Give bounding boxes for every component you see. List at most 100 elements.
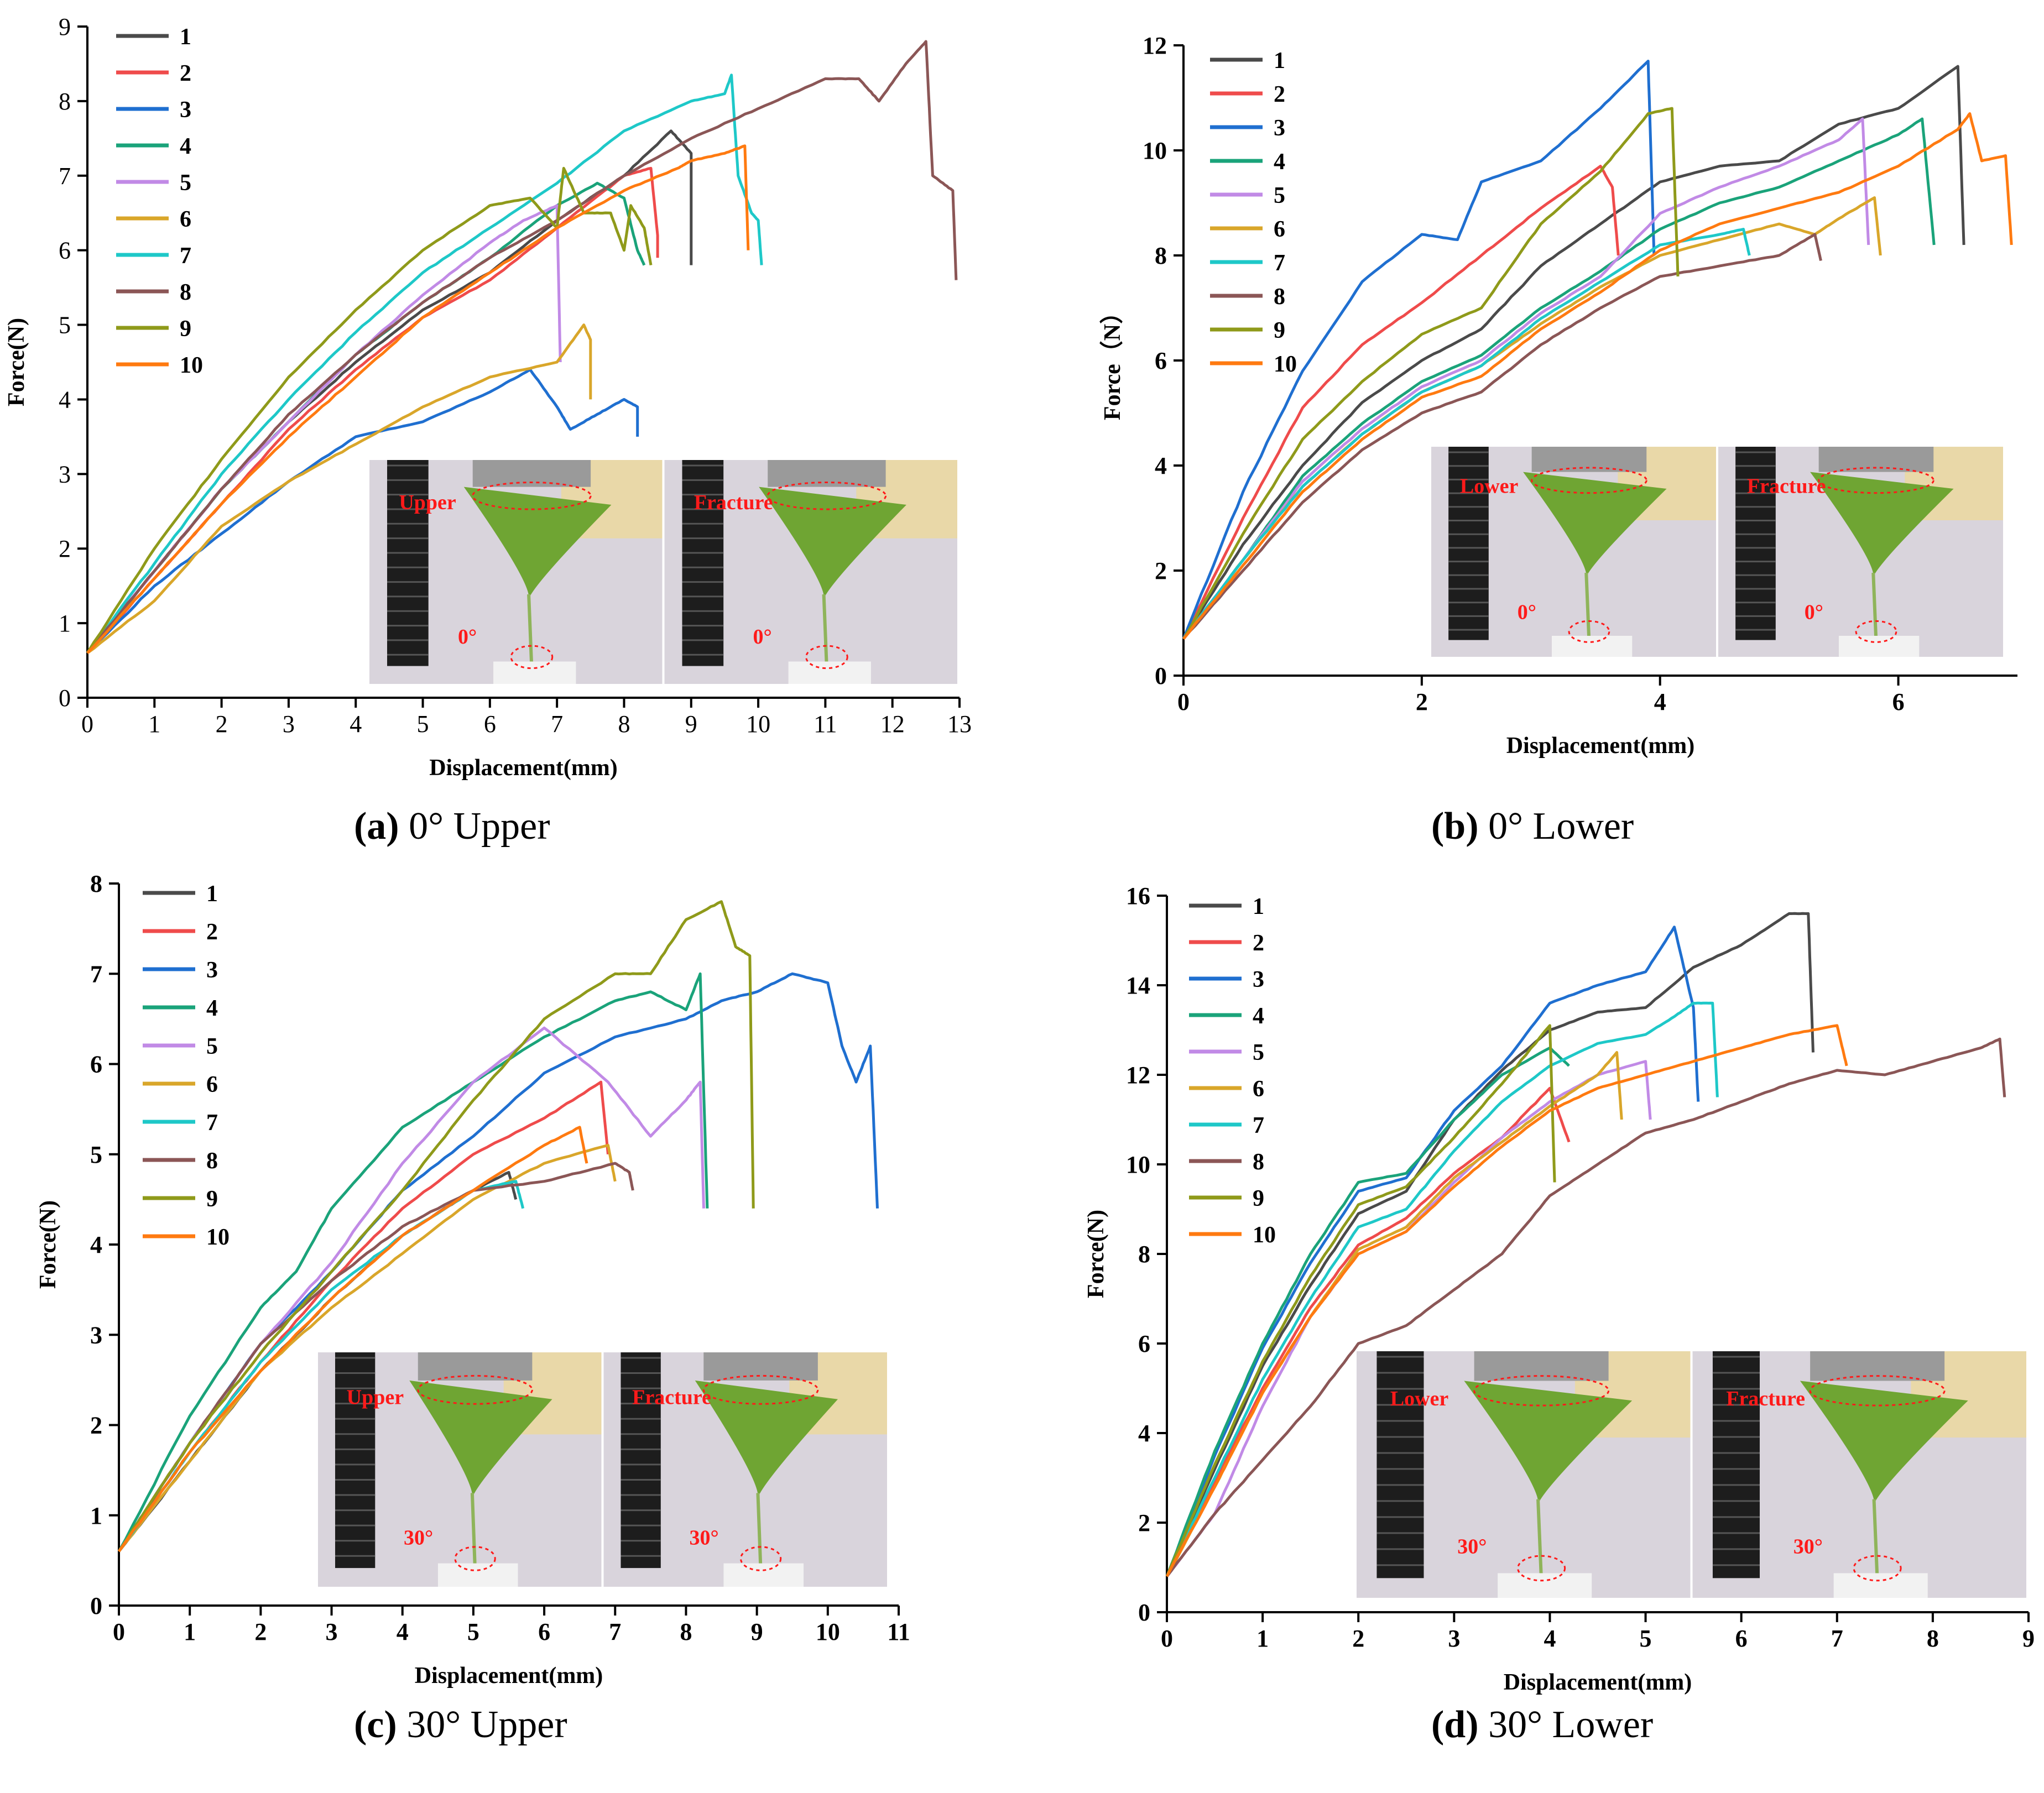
y-tick-label: 6 [90, 1051, 102, 1078]
inset-angle-label: 0° [1805, 601, 1823, 624]
photo-stem [756, 1493, 763, 1571]
series-line-6 [118, 1143, 617, 1552]
y-axis-label: Force（N） [1099, 301, 1125, 420]
x-tick-label: 13 [947, 710, 972, 738]
x-tick-label: 4 [1654, 688, 1666, 715]
photo-inset-b: Lower 0° Fracture 0° [1431, 447, 2003, 657]
legend-label-4: 4 [1253, 1003, 1264, 1029]
photo-rack [335, 1352, 376, 1569]
legend-label-1: 1 [206, 881, 218, 907]
panel-b: 0 2 4 6 0 2 4 6 8 10 12 Displacement(mm) Force（N） Low… [1022, 0, 2044, 896]
x-tick-label: 3 [326, 1618, 338, 1645]
panel-d: 0 1 2 3 4 5 6 7 8 9 0 2 4 6 8 10 12 14 16 Displacement(mm) F… [1022, 874, 2044, 1793]
inset-label: Upper [399, 491, 456, 514]
x-tick-label: 4 [397, 1618, 409, 1645]
y-tick-label: 0 [1155, 662, 1167, 689]
series-line-3 [1165, 926, 1700, 1577]
inset-label: Lower [1460, 475, 1519, 498]
y-tick-label: 16 [1126, 882, 1150, 909]
series-line-9 [1182, 107, 1680, 640]
y-tick-label: 7 [59, 163, 71, 190]
photo-inset-c: Upper 30° Fracture 30° [318, 1352, 887, 1587]
photo-leaf [1810, 472, 1954, 577]
legend-label-10: 10 [180, 353, 203, 378]
y-tick-label: 3 [90, 1321, 102, 1348]
x-tick-label: 9 [2022, 1625, 2035, 1652]
legend-label-10: 10 [206, 1225, 230, 1250]
x-tick-label: 0 [1177, 688, 1190, 715]
inset-label: Lower [1390, 1387, 1449, 1410]
photo-rack [1376, 1351, 1424, 1578]
legend-label-7: 7 [1253, 1113, 1264, 1138]
photo-leaf [1523, 472, 1667, 577]
caption-b-text: 0° Lower [1488, 805, 1634, 848]
photo-stem [1871, 572, 1878, 642]
x-tick-label: 0 [1161, 1625, 1173, 1652]
y-tick-label: 8 [1138, 1241, 1150, 1268]
inset-angle-label: 30° [1793, 1535, 1823, 1559]
x-tick-label: 4 [350, 710, 362, 738]
photo-leaf [1800, 1381, 1968, 1504]
legend-label-1: 1 [1274, 48, 1285, 74]
photo-inset-d: Lower 30° Fracture 30° [1357, 1351, 2026, 1598]
legend-label-9: 9 [206, 1186, 218, 1212]
y-tick-label: 6 [1155, 347, 1167, 374]
legend-label-10: 10 [1274, 352, 1297, 377]
legend-label-6: 6 [180, 207, 191, 232]
y-tick-label: 4 [59, 386, 71, 413]
x-tick-label: 1 [148, 710, 160, 738]
legend-label-2: 2 [206, 919, 218, 945]
x-axis-label: Displacement(mm) [415, 1663, 603, 1689]
series-line-8 [86, 40, 958, 654]
legend-label-8: 8 [1274, 284, 1285, 310]
photo-base [788, 661, 871, 684]
caption-c: (c) 30° Upper [354, 1703, 567, 1747]
x-tick-label: 3 [1448, 1625, 1460, 1652]
series-line-3 [1182, 60, 1656, 640]
x-tick-label: 7 [1831, 1625, 1843, 1652]
y-tick-label: 4 [1138, 1420, 1150, 1447]
x-tick-label: 0 [81, 710, 93, 738]
highlight-ellipse [1855, 620, 1897, 643]
photo-stem [1536, 1499, 1544, 1581]
highlight-ellipse [1818, 467, 1934, 494]
x-tick-label: 11 [814, 710, 837, 738]
series-line-2 [1182, 165, 1620, 640]
series-line-9 [86, 166, 653, 654]
photo-base [1551, 636, 1633, 657]
legend-label-7: 7 [180, 243, 191, 269]
x-tick-label: 7 [609, 1618, 621, 1645]
photo-stem [527, 594, 534, 668]
y-tick-label: 2 [59, 535, 71, 562]
legend-label-8: 8 [1253, 1149, 1264, 1175]
y-tick-label: 1 [90, 1502, 102, 1529]
series-line-7 [86, 74, 763, 654]
inset-angle-label: 0° [753, 625, 772, 649]
y-axis-label: Force(N) [1083, 1210, 1109, 1298]
y-tick-label: 1 [59, 610, 71, 637]
y-tick-label: 2 [1138, 1509, 1150, 1536]
photo-base [493, 661, 576, 684]
legend-label-1: 1 [1253, 894, 1264, 919]
y-tick-label: 14 [1126, 972, 1150, 999]
legend-label-2: 2 [1274, 82, 1285, 107]
legend-label-3: 3 [206, 958, 218, 983]
legend-label-6: 6 [1274, 217, 1285, 242]
series-line-10 [117, 1126, 588, 1552]
inset-label: Fracture [632, 1386, 711, 1409]
photo-leaf [409, 1380, 552, 1498]
inset-angle-label: 0° [1518, 601, 1536, 624]
x-tick-label: 5 [1640, 1625, 1652, 1652]
panel-a: 0 1 2 3 4 5 6 7 8 9 10 11 12 13 0 1 2 3 4 5 6 7 8 9 Displacement… [0, 0, 1022, 896]
highlight-ellipse [454, 1546, 496, 1571]
legend-label-3: 3 [1274, 116, 1285, 141]
legend-label-4: 4 [206, 996, 218, 1021]
y-tick-label: 12 [1126, 1062, 1150, 1089]
legend-label-9: 9 [180, 316, 191, 342]
series-line-10 [1182, 112, 2013, 640]
highlight-ellipse [739, 1546, 782, 1571]
x-tick-label: 10 [816, 1618, 840, 1645]
legend-label-4: 4 [180, 134, 191, 159]
x-tick-label: 10 [746, 710, 770, 738]
